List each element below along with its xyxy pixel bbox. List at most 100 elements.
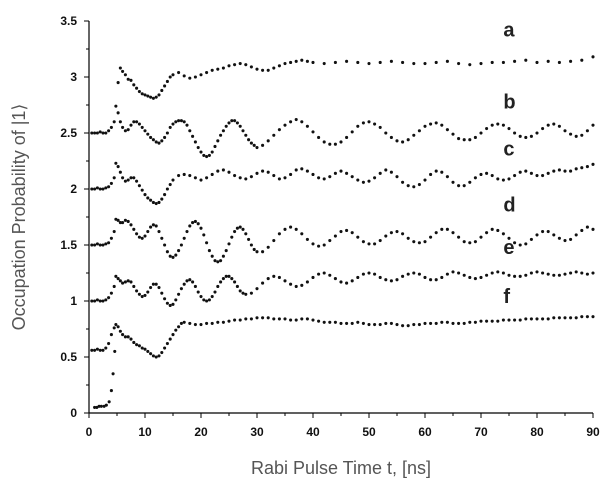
data-point xyxy=(434,60,438,64)
data-point xyxy=(389,135,393,140)
data-point xyxy=(140,346,144,350)
data-point xyxy=(563,169,567,173)
data-point xyxy=(468,275,472,280)
data-point xyxy=(191,134,195,138)
data-point xyxy=(328,273,332,277)
data-point xyxy=(367,120,371,124)
data-point xyxy=(233,174,237,178)
data-point xyxy=(93,405,97,409)
data-point xyxy=(165,301,169,305)
data-point xyxy=(238,225,242,229)
data-point xyxy=(356,235,360,239)
data-point xyxy=(305,237,309,241)
data-point xyxy=(384,278,388,282)
data-point xyxy=(322,243,326,247)
y-tick-label: 0 xyxy=(70,406,77,420)
data-point xyxy=(99,404,103,408)
data-point xyxy=(378,171,382,175)
data-point xyxy=(177,292,181,296)
data-point xyxy=(557,316,561,320)
data-point xyxy=(361,321,365,325)
data-point xyxy=(205,176,209,180)
data-point xyxy=(163,193,167,197)
data-point xyxy=(507,273,511,277)
data-point xyxy=(541,126,545,131)
data-point xyxy=(107,185,111,189)
data-point xyxy=(157,230,161,234)
data-point xyxy=(294,318,298,322)
data-point xyxy=(98,348,102,352)
data-point xyxy=(221,320,225,324)
data-point xyxy=(283,123,287,127)
data-point xyxy=(93,299,97,303)
data-point xyxy=(451,180,455,184)
data-point xyxy=(574,316,578,320)
data-point xyxy=(507,318,511,322)
data-point xyxy=(107,342,111,346)
data-point xyxy=(121,125,125,129)
data-point xyxy=(179,243,183,247)
data-point xyxy=(199,73,203,77)
data-point xyxy=(468,180,472,184)
data-point xyxy=(185,279,189,283)
data-point xyxy=(219,259,223,263)
data-point xyxy=(101,348,105,352)
data-point xyxy=(90,348,94,352)
data-point xyxy=(535,131,539,135)
data-point xyxy=(513,318,517,322)
data-point xyxy=(249,175,253,179)
data-point xyxy=(171,255,175,259)
data-point xyxy=(143,93,147,97)
data-point xyxy=(378,322,382,327)
data-point xyxy=(367,179,371,183)
data-point xyxy=(261,281,265,285)
data-point xyxy=(113,349,117,353)
data-point xyxy=(468,63,472,67)
data-point xyxy=(361,240,365,244)
data-point xyxy=(501,178,505,182)
data-point xyxy=(140,236,144,240)
data-point xyxy=(345,135,349,140)
series-label-d: d xyxy=(503,194,515,216)
data-point xyxy=(440,123,444,127)
data-point xyxy=(224,274,228,278)
data-point xyxy=(501,60,505,64)
data-point xyxy=(479,172,483,176)
data-point xyxy=(177,119,181,123)
data-point xyxy=(322,320,326,324)
data-point xyxy=(557,60,561,64)
data-point xyxy=(160,350,164,355)
data-point xyxy=(524,169,528,173)
data-point xyxy=(283,317,287,321)
data-point xyxy=(423,62,427,66)
data-point xyxy=(311,172,315,176)
data-point xyxy=(294,168,298,172)
data-point xyxy=(101,243,105,247)
data-point xyxy=(339,169,343,173)
data-point xyxy=(580,315,584,319)
data-point xyxy=(188,321,192,325)
data-point xyxy=(149,198,153,202)
data-point xyxy=(541,271,545,275)
data-point xyxy=(389,231,393,235)
data-point xyxy=(378,60,382,64)
data-point xyxy=(213,259,217,263)
data-point xyxy=(221,168,225,172)
data-point xyxy=(485,231,489,235)
data-point xyxy=(168,303,172,308)
data-point xyxy=(149,95,153,99)
data-point xyxy=(350,175,354,179)
data-point xyxy=(535,270,539,274)
data-point xyxy=(339,140,343,144)
data-point xyxy=(101,187,105,191)
data-point xyxy=(118,120,122,124)
baseline-cluster xyxy=(93,349,117,409)
data-point xyxy=(557,168,561,172)
data-point xyxy=(529,317,533,321)
data-point xyxy=(479,62,483,66)
data-point xyxy=(126,335,130,339)
data-point xyxy=(233,230,237,234)
data-point xyxy=(541,317,545,321)
data-point xyxy=(163,243,167,247)
